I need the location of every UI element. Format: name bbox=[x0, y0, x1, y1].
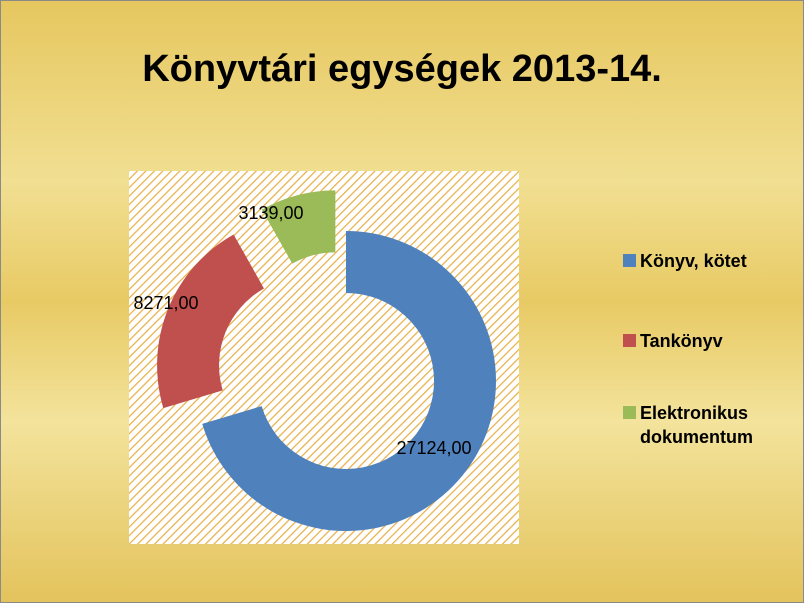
legend-swatch bbox=[623, 406, 636, 419]
legend-swatch bbox=[623, 334, 636, 347]
data-label: 3139,00 bbox=[238, 203, 303, 223]
doughnut-segment bbox=[157, 234, 264, 409]
doughnut-segment bbox=[202, 231, 497, 531]
legend-label: Elektronikus dokumentum bbox=[640, 403, 754, 447]
chart-title: Könyvtári egységek 2013-14. bbox=[142, 48, 662, 90]
legend-label: Könyv, kötet bbox=[640, 251, 747, 271]
doughnut-segment bbox=[261, 190, 336, 264]
data-label: 8271,00 bbox=[133, 293, 198, 313]
data-label: 27124,00 bbox=[396, 438, 471, 458]
legend-label: Tankönyv bbox=[640, 331, 723, 351]
legend-swatch bbox=[623, 254, 636, 267]
